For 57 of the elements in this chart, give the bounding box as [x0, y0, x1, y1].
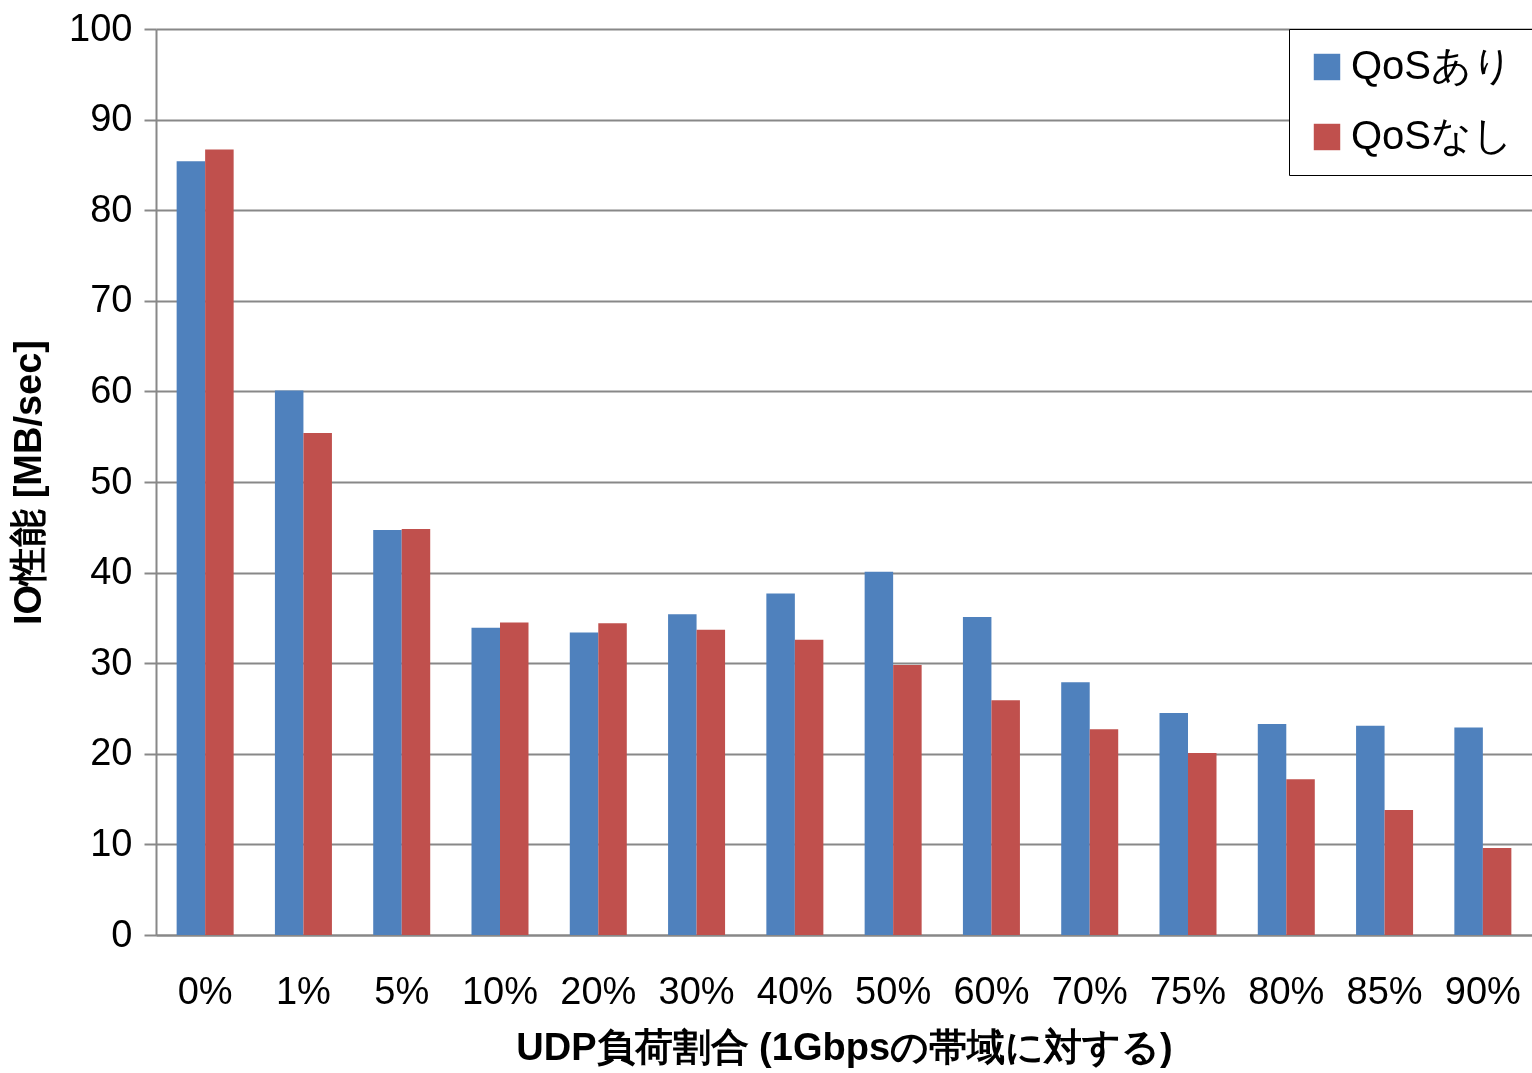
x-tick-label: 40% [756, 969, 833, 1012]
x-tick-label: 90% [1444, 969, 1521, 1012]
bar [1257, 723, 1287, 935]
bar [205, 149, 234, 935]
x-tick-label: 75% [1149, 969, 1227, 1012]
bar [864, 571, 894, 935]
x-axis-title: UDP負荷割合 (1Gbpsの帯域に対する) [516, 1025, 1173, 1068]
bar [1089, 729, 1119, 935]
bar [766, 593, 795, 935]
y-tick-label: 30 [90, 640, 133, 683]
y-tick-label: 20 [90, 731, 133, 774]
x-tick-label: 85% [1346, 969, 1423, 1012]
x-tick-label: 1% [275, 969, 331, 1012]
bar [1454, 727, 1483, 935]
bar [991, 700, 1020, 935]
y-axis-title: IO性能 [MB/sec] [7, 339, 50, 626]
bar [303, 433, 332, 935]
bar [668, 614, 697, 935]
x-tick-label: 0% [177, 969, 233, 1012]
bar [1482, 848, 1512, 935]
bar [1286, 779, 1315, 935]
bar [696, 629, 726, 935]
bar [176, 161, 206, 935]
bar [1356, 725, 1385, 935]
bar [373, 530, 402, 935]
bar [274, 390, 304, 935]
legend-label: QoSなし [1351, 113, 1514, 157]
bar [794, 639, 824, 935]
bar [569, 632, 599, 935]
y-tick-label: 0 [111, 912, 133, 955]
x-tick-label: 5% [374, 969, 430, 1012]
bar [500, 622, 529, 935]
bar [893, 665, 922, 935]
x-tick-label: 20% [560, 969, 637, 1012]
bar [401, 529, 431, 935]
x-tick-label: 50% [855, 969, 932, 1012]
y-tick-label: 50 [90, 459, 133, 502]
bar [1159, 713, 1188, 935]
x-tick-label: 30% [658, 969, 735, 1012]
y-tick-label: 70 [90, 278, 133, 321]
x-tick-label: 10% [461, 969, 539, 1012]
y-tick-label: 40 [90, 550, 133, 593]
x-tick-label: 60% [953, 969, 1030, 1012]
y-tick-label: 90 [90, 97, 133, 140]
y-tick-label: 60 [90, 368, 133, 411]
y-tick-label: 100 [69, 6, 133, 49]
bar [1384, 809, 1414, 935]
bar [598, 623, 627, 935]
legend-label: QoSあり [1351, 43, 1514, 87]
y-tick-label: 80 [90, 187, 133, 230]
bar [1061, 682, 1090, 935]
x-tick-label: 80% [1248, 969, 1325, 1012]
bar [962, 616, 992, 935]
x-tick-label: 70% [1051, 969, 1128, 1012]
bar [471, 627, 500, 935]
y-tick-label: 10 [90, 821, 133, 864]
bar [1188, 752, 1217, 935]
